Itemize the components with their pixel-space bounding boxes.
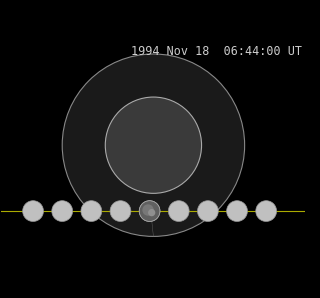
Circle shape bbox=[52, 201, 73, 221]
Circle shape bbox=[23, 201, 44, 221]
Circle shape bbox=[168, 201, 189, 221]
Circle shape bbox=[110, 201, 131, 221]
Circle shape bbox=[197, 201, 218, 221]
Circle shape bbox=[256, 201, 276, 221]
Circle shape bbox=[148, 209, 155, 216]
Circle shape bbox=[227, 201, 247, 221]
Circle shape bbox=[62, 54, 244, 236]
Circle shape bbox=[81, 201, 102, 221]
Circle shape bbox=[139, 201, 160, 221]
Circle shape bbox=[105, 97, 202, 193]
Circle shape bbox=[142, 204, 154, 216]
Text: 1994 Nov 18  06:44:00 UT: 1994 Nov 18 06:44:00 UT bbox=[131, 45, 302, 58]
